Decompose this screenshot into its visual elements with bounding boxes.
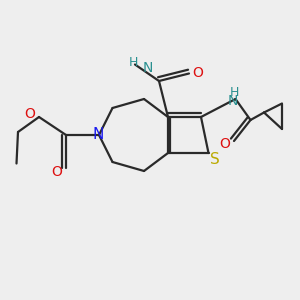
Text: S: S <box>210 152 220 167</box>
Text: N: N <box>227 94 238 108</box>
Text: O: O <box>193 66 203 80</box>
Text: N: N <box>142 61 153 74</box>
Text: O: O <box>52 166 62 179</box>
Text: H: H <box>229 86 239 99</box>
Text: O: O <box>220 137 230 151</box>
Text: N: N <box>93 127 104 142</box>
Text: H: H <box>129 56 138 69</box>
Text: O: O <box>25 107 35 121</box>
